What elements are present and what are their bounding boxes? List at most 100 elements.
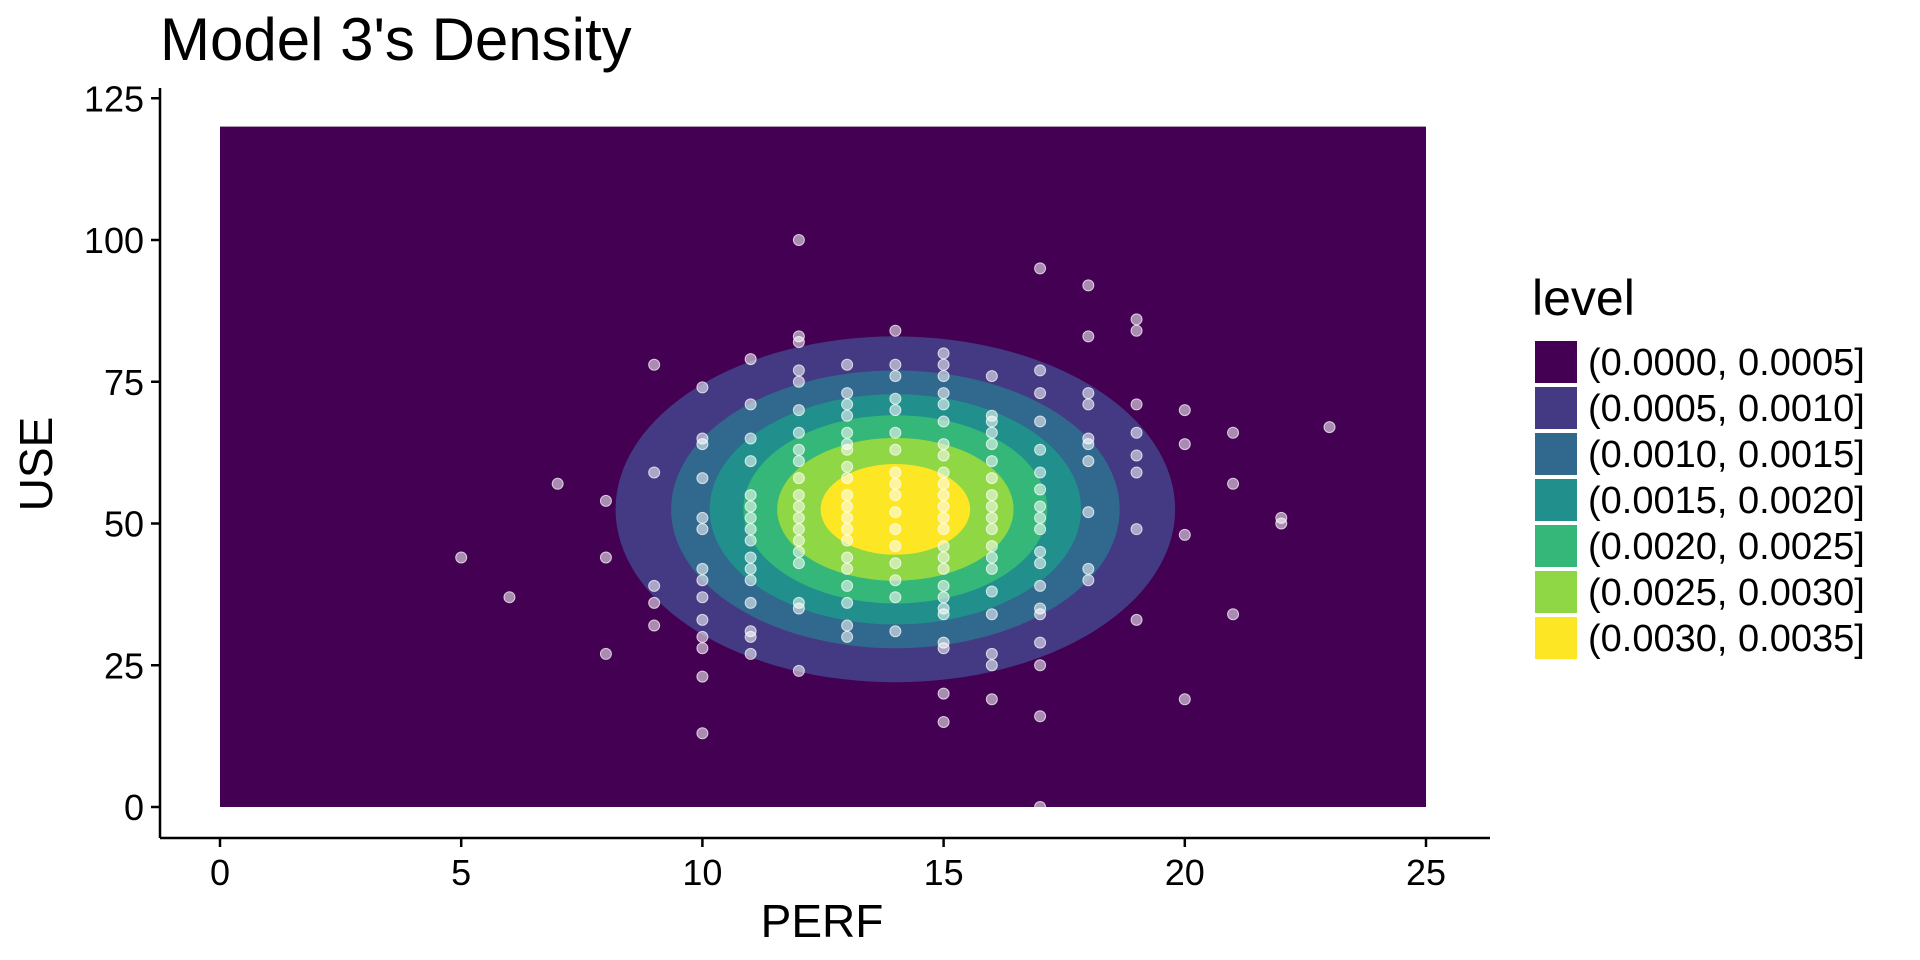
data-point bbox=[1034, 262, 1047, 275]
data-point bbox=[841, 579, 854, 592]
y-tick-label: 100 bbox=[84, 220, 144, 261]
data-point bbox=[889, 591, 902, 604]
data-point bbox=[792, 426, 805, 439]
data-point bbox=[985, 438, 998, 451]
legend-label: (0.0030, 0.0035] bbox=[1588, 618, 1865, 660]
data-point bbox=[937, 579, 950, 592]
data-point bbox=[1178, 693, 1191, 706]
data-point bbox=[744, 534, 757, 547]
data-point bbox=[937, 591, 950, 604]
data-points bbox=[455, 234, 1336, 813]
data-point bbox=[841, 460, 854, 473]
data-point bbox=[841, 472, 854, 485]
data-point bbox=[1034, 511, 1047, 524]
data-point bbox=[744, 489, 757, 502]
data-point bbox=[1034, 443, 1047, 456]
data-point bbox=[1034, 710, 1047, 723]
data-point bbox=[937, 415, 950, 428]
data-point bbox=[985, 500, 998, 513]
x-tick-label: 20 bbox=[1165, 852, 1205, 893]
data-point bbox=[696, 613, 709, 626]
data-point bbox=[937, 511, 950, 524]
data-point bbox=[889, 358, 902, 371]
data-point bbox=[889, 466, 902, 479]
legend-label: (0.0020, 0.0025] bbox=[1588, 526, 1865, 568]
y-tick-label: 75 bbox=[104, 362, 144, 403]
data-point bbox=[1034, 801, 1047, 813]
data-point bbox=[841, 426, 854, 439]
data-point bbox=[841, 562, 854, 575]
data-point bbox=[696, 562, 709, 575]
data-point bbox=[1130, 449, 1143, 462]
data-point bbox=[792, 489, 805, 502]
data-point bbox=[1082, 438, 1095, 451]
data-point bbox=[1082, 279, 1095, 292]
data-point bbox=[792, 234, 805, 246]
data-point bbox=[744, 630, 757, 643]
data-point bbox=[744, 398, 757, 411]
y-tick-label: 25 bbox=[104, 645, 144, 686]
data-point bbox=[937, 449, 950, 462]
data-point bbox=[889, 324, 902, 337]
data-point bbox=[1178, 528, 1191, 541]
data-point bbox=[744, 551, 757, 564]
data-point bbox=[1034, 466, 1047, 479]
data-point bbox=[841, 443, 854, 456]
data-point bbox=[1227, 426, 1240, 439]
data-point bbox=[841, 551, 854, 564]
data-point bbox=[792, 557, 805, 570]
data-point bbox=[1227, 608, 1240, 621]
legend-key bbox=[1533, 385, 1579, 431]
data-point bbox=[985, 585, 998, 598]
data-point bbox=[696, 670, 709, 683]
data-point bbox=[696, 642, 709, 655]
data-point bbox=[1082, 574, 1095, 587]
legend-key bbox=[1533, 615, 1579, 661]
data-point bbox=[696, 591, 709, 604]
data-point bbox=[937, 562, 950, 575]
data-point bbox=[648, 466, 661, 479]
data-point bbox=[937, 358, 950, 371]
data-point bbox=[503, 591, 516, 604]
legend-label: (0.0025, 0.0030] bbox=[1588, 572, 1865, 614]
legend-label: (0.0010, 0.0015] bbox=[1588, 434, 1865, 476]
data-point bbox=[841, 500, 854, 513]
data-point bbox=[1034, 579, 1047, 592]
data-point bbox=[696, 574, 709, 587]
data-point bbox=[985, 608, 998, 621]
legend-key bbox=[1533, 339, 1579, 385]
chart-title: Model 3's Density bbox=[160, 6, 632, 73]
y-tick-label: 0 bbox=[124, 787, 144, 828]
data-point bbox=[1130, 466, 1143, 479]
data-point bbox=[985, 647, 998, 660]
data-point bbox=[1178, 438, 1191, 451]
data-point bbox=[889, 392, 902, 405]
data-point bbox=[937, 540, 950, 553]
data-point bbox=[455, 551, 468, 564]
y-axis-ticks: 0 25 50 75 100 125 bbox=[84, 78, 160, 828]
data-point bbox=[841, 409, 854, 422]
data-point bbox=[792, 511, 805, 524]
data-point bbox=[599, 494, 612, 507]
data-point bbox=[744, 353, 757, 366]
data-point bbox=[841, 619, 854, 632]
data-point bbox=[1323, 421, 1336, 434]
data-point bbox=[744, 647, 757, 660]
data-point bbox=[889, 574, 902, 587]
data-point bbox=[985, 540, 998, 553]
data-point bbox=[648, 579, 661, 592]
data-point bbox=[1034, 364, 1047, 377]
y-axis-title: USE bbox=[10, 417, 62, 512]
data-point bbox=[841, 489, 854, 502]
data-point bbox=[1275, 517, 1288, 530]
data-point bbox=[551, 477, 564, 490]
data-point bbox=[889, 426, 902, 439]
data-point bbox=[937, 715, 950, 728]
data-point bbox=[937, 438, 950, 451]
data-point bbox=[696, 523, 709, 536]
data-point bbox=[696, 438, 709, 451]
data-point bbox=[841, 630, 854, 643]
data-point bbox=[1082, 387, 1095, 400]
data-point bbox=[937, 489, 950, 502]
